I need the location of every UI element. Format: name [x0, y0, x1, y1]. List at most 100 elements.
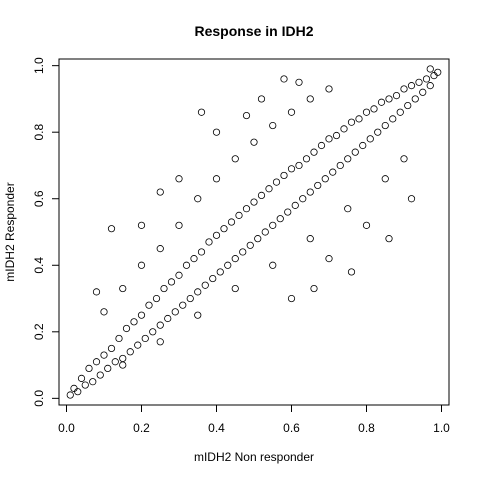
x-tick-label: 0.4	[208, 421, 225, 435]
x-axis-label: mIDH2 Non responder	[194, 450, 314, 464]
data-point	[242, 205, 251, 213]
data-point	[295, 78, 303, 86]
data-point	[119, 361, 127, 369]
data-point	[115, 334, 123, 343]
y-tick-label: 1.0	[32, 57, 46, 74]
data-point	[321, 175, 329, 183]
y-axis-label: mIDH2 Responder	[3, 182, 17, 281]
data-point	[392, 91, 401, 100]
data-point	[269, 261, 277, 269]
data-point	[231, 255, 239, 263]
data-point	[302, 155, 311, 163]
y-tick-label: 0.0	[32, 390, 46, 407]
plot-frame	[58, 58, 450, 406]
data-point	[411, 95, 419, 103]
data-point	[261, 228, 269, 236]
data-point	[156, 188, 164, 196]
data-point	[351, 148, 359, 156]
data-point	[81, 381, 89, 389]
data-point	[167, 278, 176, 286]
data-point	[284, 208, 292, 216]
data-point	[77, 374, 86, 382]
data-point	[66, 391, 74, 399]
data-point	[344, 205, 352, 213]
data-point	[370, 105, 378, 113]
data-point	[381, 121, 389, 130]
data-point	[385, 95, 393, 103]
data-point	[272, 178, 281, 186]
data-point	[287, 108, 296, 116]
data-point	[347, 268, 356, 276]
data-point	[89, 378, 97, 386]
data-point	[257, 191, 266, 200]
data-point	[175, 271, 183, 279]
data-point	[122, 324, 131, 333]
data-point	[85, 364, 93, 373]
data-point	[100, 308, 108, 316]
data-point	[250, 138, 258, 146]
data-point	[156, 338, 164, 346]
data-point	[119, 284, 127, 293]
x-tick-label: 0.0	[58, 421, 75, 435]
data-point	[194, 311, 202, 319]
data-point	[434, 68, 442, 76]
data-point	[137, 261, 146, 269]
data-point	[419, 88, 427, 96]
data-point	[276, 215, 284, 223]
x-tick-label: 0.6	[283, 421, 300, 435]
data-point	[126, 348, 134, 356]
data-point	[396, 108, 404, 116]
data-point	[347, 118, 356, 126]
data-point	[430, 72, 438, 80]
data-point	[295, 161, 303, 170]
data-point	[329, 168, 337, 176]
data-point	[212, 175, 221, 183]
data-point	[400, 85, 408, 93]
data-point	[280, 75, 288, 83]
data-point	[137, 221, 146, 229]
data-point	[156, 321, 164, 329]
data-point	[175, 175, 183, 183]
data-point	[269, 121, 277, 130]
x-tick-label: 1.0	[433, 421, 450, 435]
y-tick-label: 0.4	[32, 257, 46, 274]
data-point	[182, 261, 191, 269]
data-point	[104, 364, 112, 373]
data-point	[404, 101, 412, 110]
data-point	[310, 284, 318, 293]
data-point	[224, 261, 232, 269]
data-point	[344, 155, 352, 163]
data-point	[355, 115, 363, 123]
data-point	[74, 388, 82, 396]
data-point	[325, 85, 333, 93]
data-point	[70, 384, 78, 392]
data-point	[96, 371, 104, 379]
data-point	[227, 218, 236, 226]
data-point	[179, 301, 187, 309]
y-tick-label: 0.8	[32, 124, 46, 141]
data-point	[231, 155, 239, 163]
data-point	[152, 294, 161, 303]
data-point	[164, 314, 172, 323]
data-point	[197, 108, 206, 116]
chart-title: Response in IDH2	[194, 23, 313, 39]
data-point	[92, 288, 101, 296]
data-point	[239, 248, 247, 256]
data-point	[100, 351, 108, 359]
data-point	[317, 141, 326, 150]
data-point	[340, 125, 348, 133]
data-points	[66, 65, 442, 399]
data-point	[212, 231, 221, 239]
data-point	[299, 195, 307, 203]
data-point	[407, 82, 416, 90]
data-point	[107, 225, 116, 233]
data-point	[336, 161, 344, 170]
data-point	[306, 188, 314, 196]
data-point	[310, 148, 318, 156]
data-point	[246, 241, 254, 249]
x-tick-label: 0.8	[358, 421, 375, 435]
data-point	[149, 328, 157, 336]
data-point	[362, 108, 371, 116]
data-point	[400, 155, 408, 163]
